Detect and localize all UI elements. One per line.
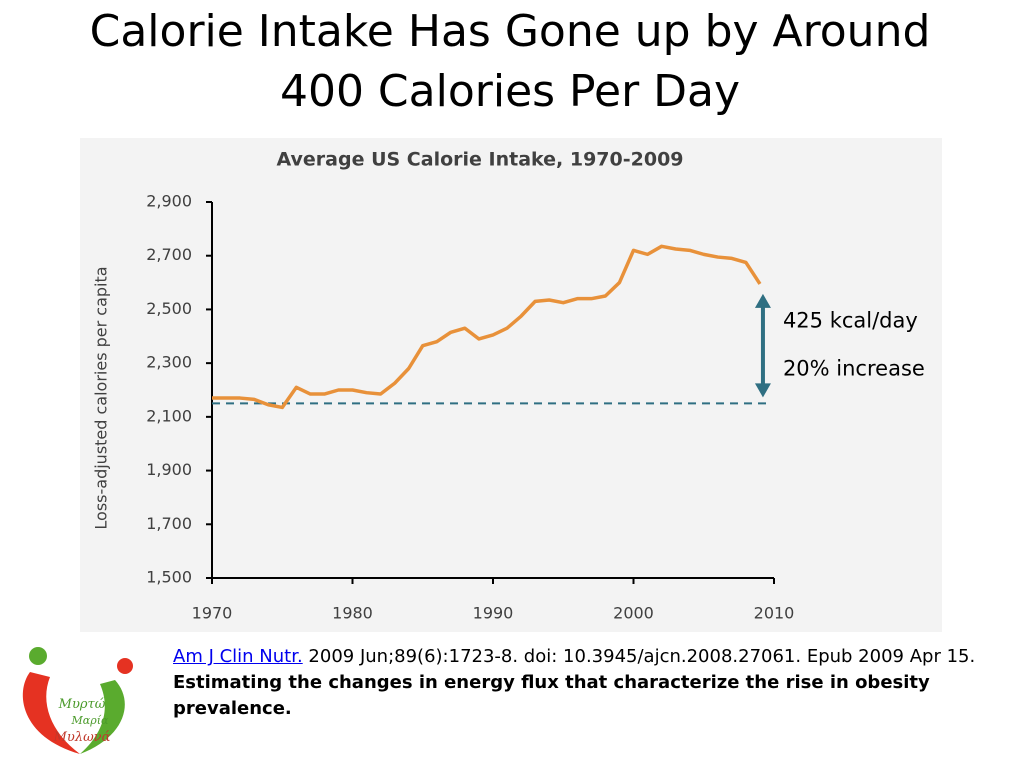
y-tick-label: 2,500 [146,299,192,318]
x-tick-label: 1980 [332,604,373,623]
citation: Am J Clin Nutr. 2009 Jun;89(6):1723-8. d… [173,644,1013,722]
y-tick-label: 2,700 [146,245,192,264]
y-tick-label: 1,900 [146,460,192,479]
title-line: Calorie Intake Has Gone up by Around [89,6,931,57]
citation-link[interactable]: Am J Clin Nutr. [173,646,303,667]
y-tick-label: 2,100 [146,406,192,425]
logo-text: Μυλωνά [53,730,111,745]
chart-background [80,138,942,632]
logo-body [22,672,81,754]
logo: Μυρτώ Μαρία Μυλωνά [22,647,133,754]
y-tick-label: 1,700 [146,514,192,533]
chart-title: Average US Calorie Intake, 1970-2009 [276,149,683,171]
arrow-head [754,293,771,308]
x-tick-label: 1970 [192,604,233,623]
arrow-head [754,383,771,398]
x-tick-label: 2000 [613,604,654,623]
title-line: 400 Calories Per Day [279,66,741,117]
logo-text: Μαρία [71,714,109,727]
slide-title: Calorie Intake Has Gone up by Around 400… [0,2,1020,122]
annotation: 425 kcal/day [783,309,918,333]
citation-text: 2009 Jun;89(6):1723-8. doi: 10.3945/ajcn… [302,646,976,667]
y-tick-label: 2,300 [146,353,192,372]
logo-text: Μυρτώ [58,697,106,712]
y-tick-label: 2,900 [146,192,192,211]
logo-body [80,680,125,754]
x-tick-label: 2010 [754,604,795,623]
annotation: 20% increase [783,357,925,381]
article-title: Estimating the changes in energy flux th… [173,672,930,719]
y-tick-label: 1,500 [146,568,192,587]
data-line [212,244,762,410]
logo-head [117,658,133,674]
logo-head [29,647,47,665]
chart: Average US Calorie Intake, 1970-2009 Los… [80,138,942,632]
y-axis-label: Loss-adjusted calories per capita [92,266,111,529]
x-tick-label: 1990 [473,604,514,623]
